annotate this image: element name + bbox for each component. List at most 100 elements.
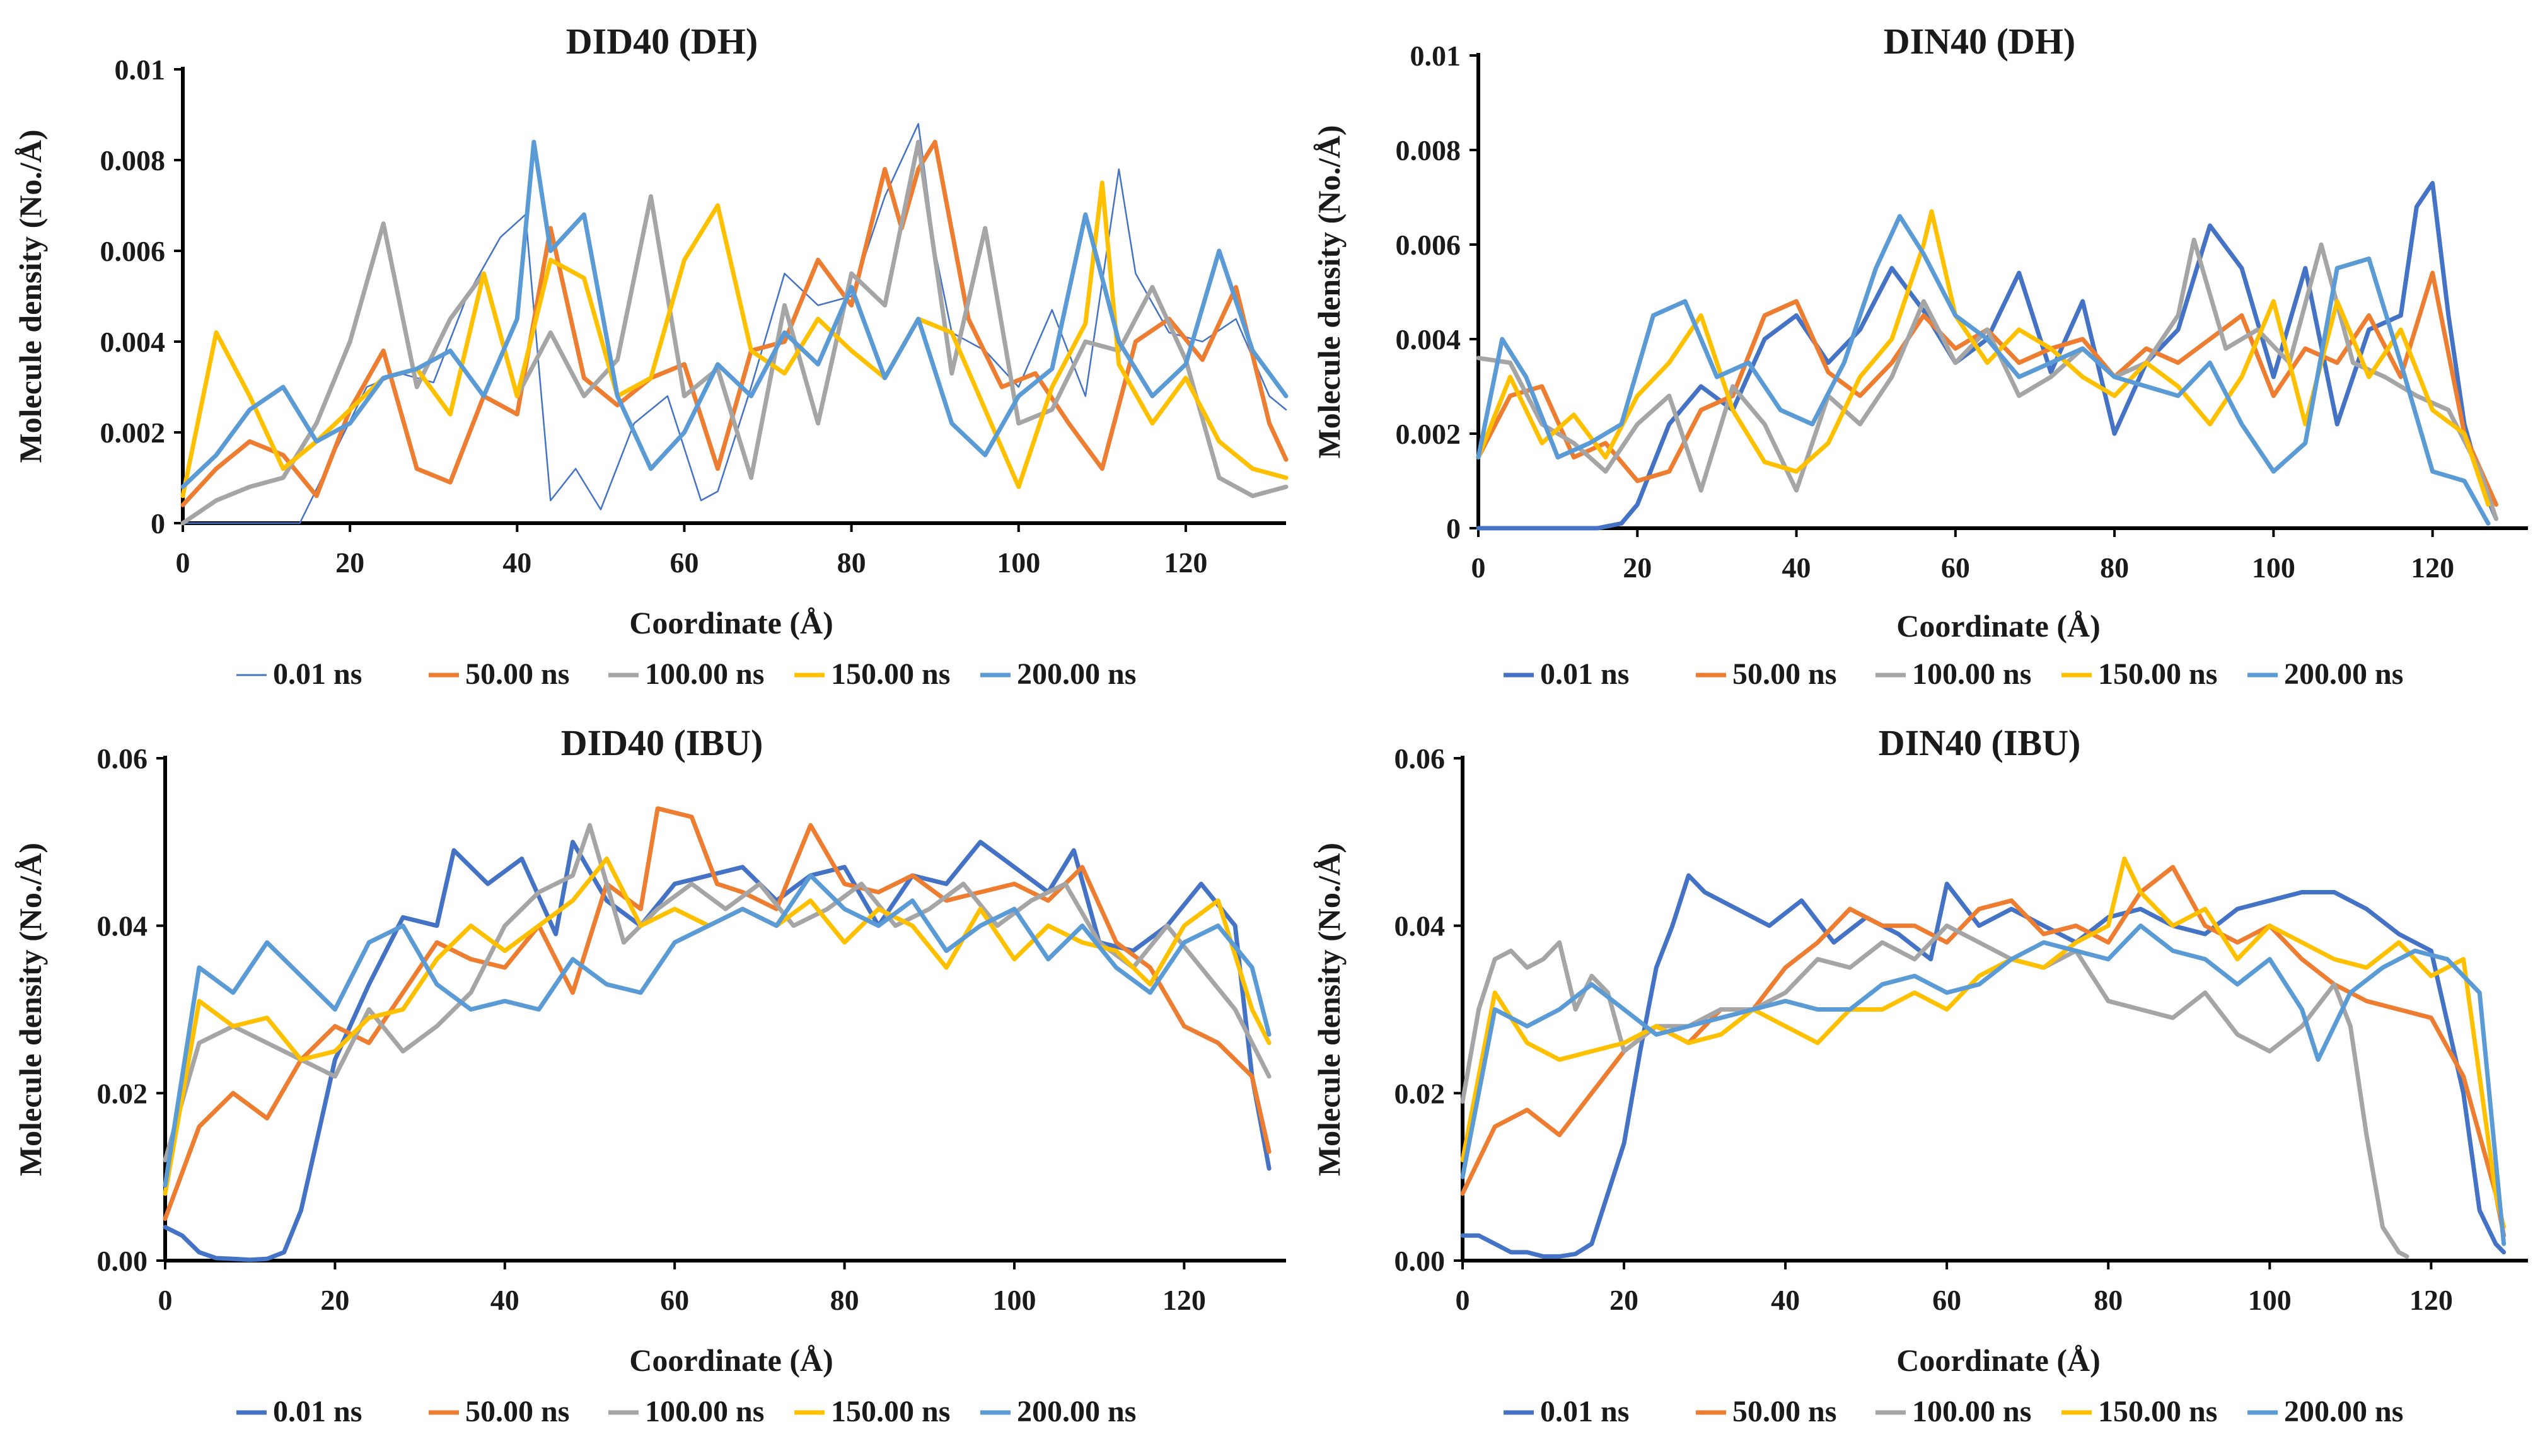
y-tick-label: 0.02 [1394, 1077, 1446, 1109]
y-tick-label: 0.006 [100, 235, 166, 267]
legend-label: 50.00 ns [1732, 657, 1836, 691]
legend-label: 0.01 ns [1540, 1395, 1629, 1428]
legend-label: 150.00 ns [2098, 657, 2217, 691]
series-line-200-00-nsns [1476, 214, 2491, 526]
x-tick-label: 40 [1782, 552, 1811, 584]
y-tick-label: 0.04 [97, 910, 148, 942]
y-axis-title: Molecule density (No./Å) [1311, 843, 1347, 1176]
legend-item: 50.00 ns [1696, 657, 1836, 691]
series-line-200-00-nsns [163, 873, 1272, 1187]
series-line-150-00-nsns [180, 180, 1289, 499]
y-tick-label: 0 [1446, 512, 1461, 545]
legend-item: 0.01 ns [1504, 657, 1629, 691]
x-axis-title: Coordinate (Å) [629, 605, 833, 640]
series-line-100-00-nsns [163, 823, 1272, 1163]
legend-item: 200.00 ns [980, 657, 1136, 691]
y-tick-label: 0.06 [1394, 742, 1446, 775]
chart-panel: DIN40 (IBU) 0.00 0.02 0.04 0.06 0 20 40 60 80 100 1… [1311, 722, 2528, 1428]
chart-title: DIN40 (DH) [1884, 21, 2075, 62]
legend-item: 0.01 ns [236, 657, 362, 691]
chart-title: DIN40 (IBU) [1879, 722, 2081, 763]
legend-label: 0.01 ns [273, 657, 362, 691]
legend-item: 150.00 ns [794, 1395, 950, 1428]
y-tick-label: 0.02 [97, 1077, 148, 1109]
legend-label: 150.00 ns [831, 1395, 950, 1428]
chart-title: DID40 (IBU) [561, 722, 763, 763]
x-tick-label: 20 [1623, 552, 1652, 584]
y-axis-title: Molecule density (No./Å) [1311, 125, 1347, 458]
y-tick-label: 0 [151, 507, 165, 540]
y-tick-label: 0.04 [1394, 910, 1446, 942]
x-tick-label: 80 [2094, 1284, 2123, 1316]
legend-label: 150.00 ns [2098, 1395, 2217, 1428]
x-tick-label: 40 [1771, 1284, 1800, 1316]
legend-item: 200.00 ns [2247, 1395, 2403, 1428]
series-line-0-01-nsns [1460, 873, 2507, 1259]
x-tick-label: 100 [2248, 1284, 2292, 1316]
y-tick-label: 0.008 [100, 144, 166, 176]
legend-item: 150.00 ns [794, 657, 950, 691]
x-tick-label: 60 [1941, 552, 1970, 584]
y-tick-label: 0.006 [1396, 229, 1461, 261]
series-line-100-00-nsns [180, 139, 1289, 526]
x-tick-label: 0 [158, 1284, 173, 1316]
y-tick-label: 0.00 [97, 1245, 148, 1277]
legend-item: 0.01 ns [1504, 1395, 1629, 1428]
legend-item: 100.00 ns [1875, 1395, 2031, 1428]
legend-label: 50.00 ns [465, 657, 569, 691]
x-tick-label: 40 [502, 546, 531, 579]
legend-item: 100.00 ns [608, 657, 764, 691]
legend-item: 50.00 ns [1696, 1395, 1836, 1428]
x-tick-label: 120 [1162, 1284, 1206, 1316]
legend-item: 50.00 ns [429, 1395, 569, 1428]
x-tick-label: 120 [1164, 546, 1207, 579]
legend-label: 50.00 ns [465, 1395, 569, 1428]
x-tick-label: 100 [992, 1284, 1036, 1316]
series-line-0-01-nsns [1476, 181, 2498, 531]
legend-label: 200.00 ns [1017, 657, 1136, 691]
chart-panel: DID40 (IBU) 0.00 0.02 0.04 0.06 0 20 40 60 80 100 1… [13, 722, 1286, 1428]
y-axis-title: Molecule density (No./Å) [13, 843, 48, 1176]
x-tick-label: 80 [2100, 552, 2129, 584]
legend-label: 100.00 ns [645, 1395, 764, 1428]
x-tick-label: 60 [660, 1284, 689, 1316]
x-tick-label: 60 [1932, 1284, 1961, 1316]
x-tick-label: 20 [320, 1284, 349, 1316]
series-line-50-00-nsns [163, 806, 1272, 1222]
legend-label: 100.00 ns [1912, 1395, 2031, 1428]
legend-label: 50.00 ns [1732, 1395, 1836, 1428]
x-tick-label: 120 [2409, 1284, 2453, 1316]
x-tick-label: 120 [2411, 552, 2454, 584]
x-tick-label: 0 [176, 546, 190, 579]
legend-item: 150.00 ns [2061, 657, 2217, 691]
legend-label: 0.01 ns [273, 1395, 362, 1428]
x-tick-label: 60 [670, 546, 699, 579]
x-axis-title: Coordinate (Å) [629, 1343, 833, 1378]
x-tick-label: 0 [1471, 552, 1486, 584]
legend-item: 200.00 ns [980, 1395, 1136, 1428]
x-tick-label: 0 [1456, 1284, 1470, 1316]
x-tick-label: 20 [335, 546, 364, 579]
x-tick-label: 100 [997, 546, 1040, 579]
legend-label: 200.00 ns [2284, 657, 2403, 691]
legend-label: 200.00 ns [2284, 1395, 2403, 1428]
series-line-200-00-nsns [1460, 923, 2507, 1246]
y-tick-label: 0.008 [1396, 134, 1461, 166]
legend-label: 100.00 ns [1912, 657, 2031, 691]
chart-title: DID40 (DH) [566, 21, 758, 62]
legend-label: 100.00 ns [645, 657, 764, 691]
y-tick-label: 0.01 [1410, 40, 1461, 72]
y-tick-label: 0.00 [1394, 1245, 1446, 1277]
legend-item: 100.00 ns [1875, 657, 2031, 691]
legend-item: 0.01 ns [236, 1395, 362, 1428]
legend-label: 150.00 ns [831, 657, 950, 691]
legend-label: 0.01 ns [1540, 657, 1629, 691]
y-tick-label: 0.002 [1396, 418, 1461, 450]
x-tick-label: 100 [2252, 552, 2295, 584]
y-tick-label: 0.004 [1396, 323, 1461, 355]
chart-panel: DID40 (DH) 0 0.002 0.004 0.006 0.008 0.01 0 20 40… [13, 21, 1289, 691]
legend-item: 200.00 ns [2247, 657, 2403, 691]
x-axis-title: Coordinate (Å) [1896, 1343, 2101, 1378]
